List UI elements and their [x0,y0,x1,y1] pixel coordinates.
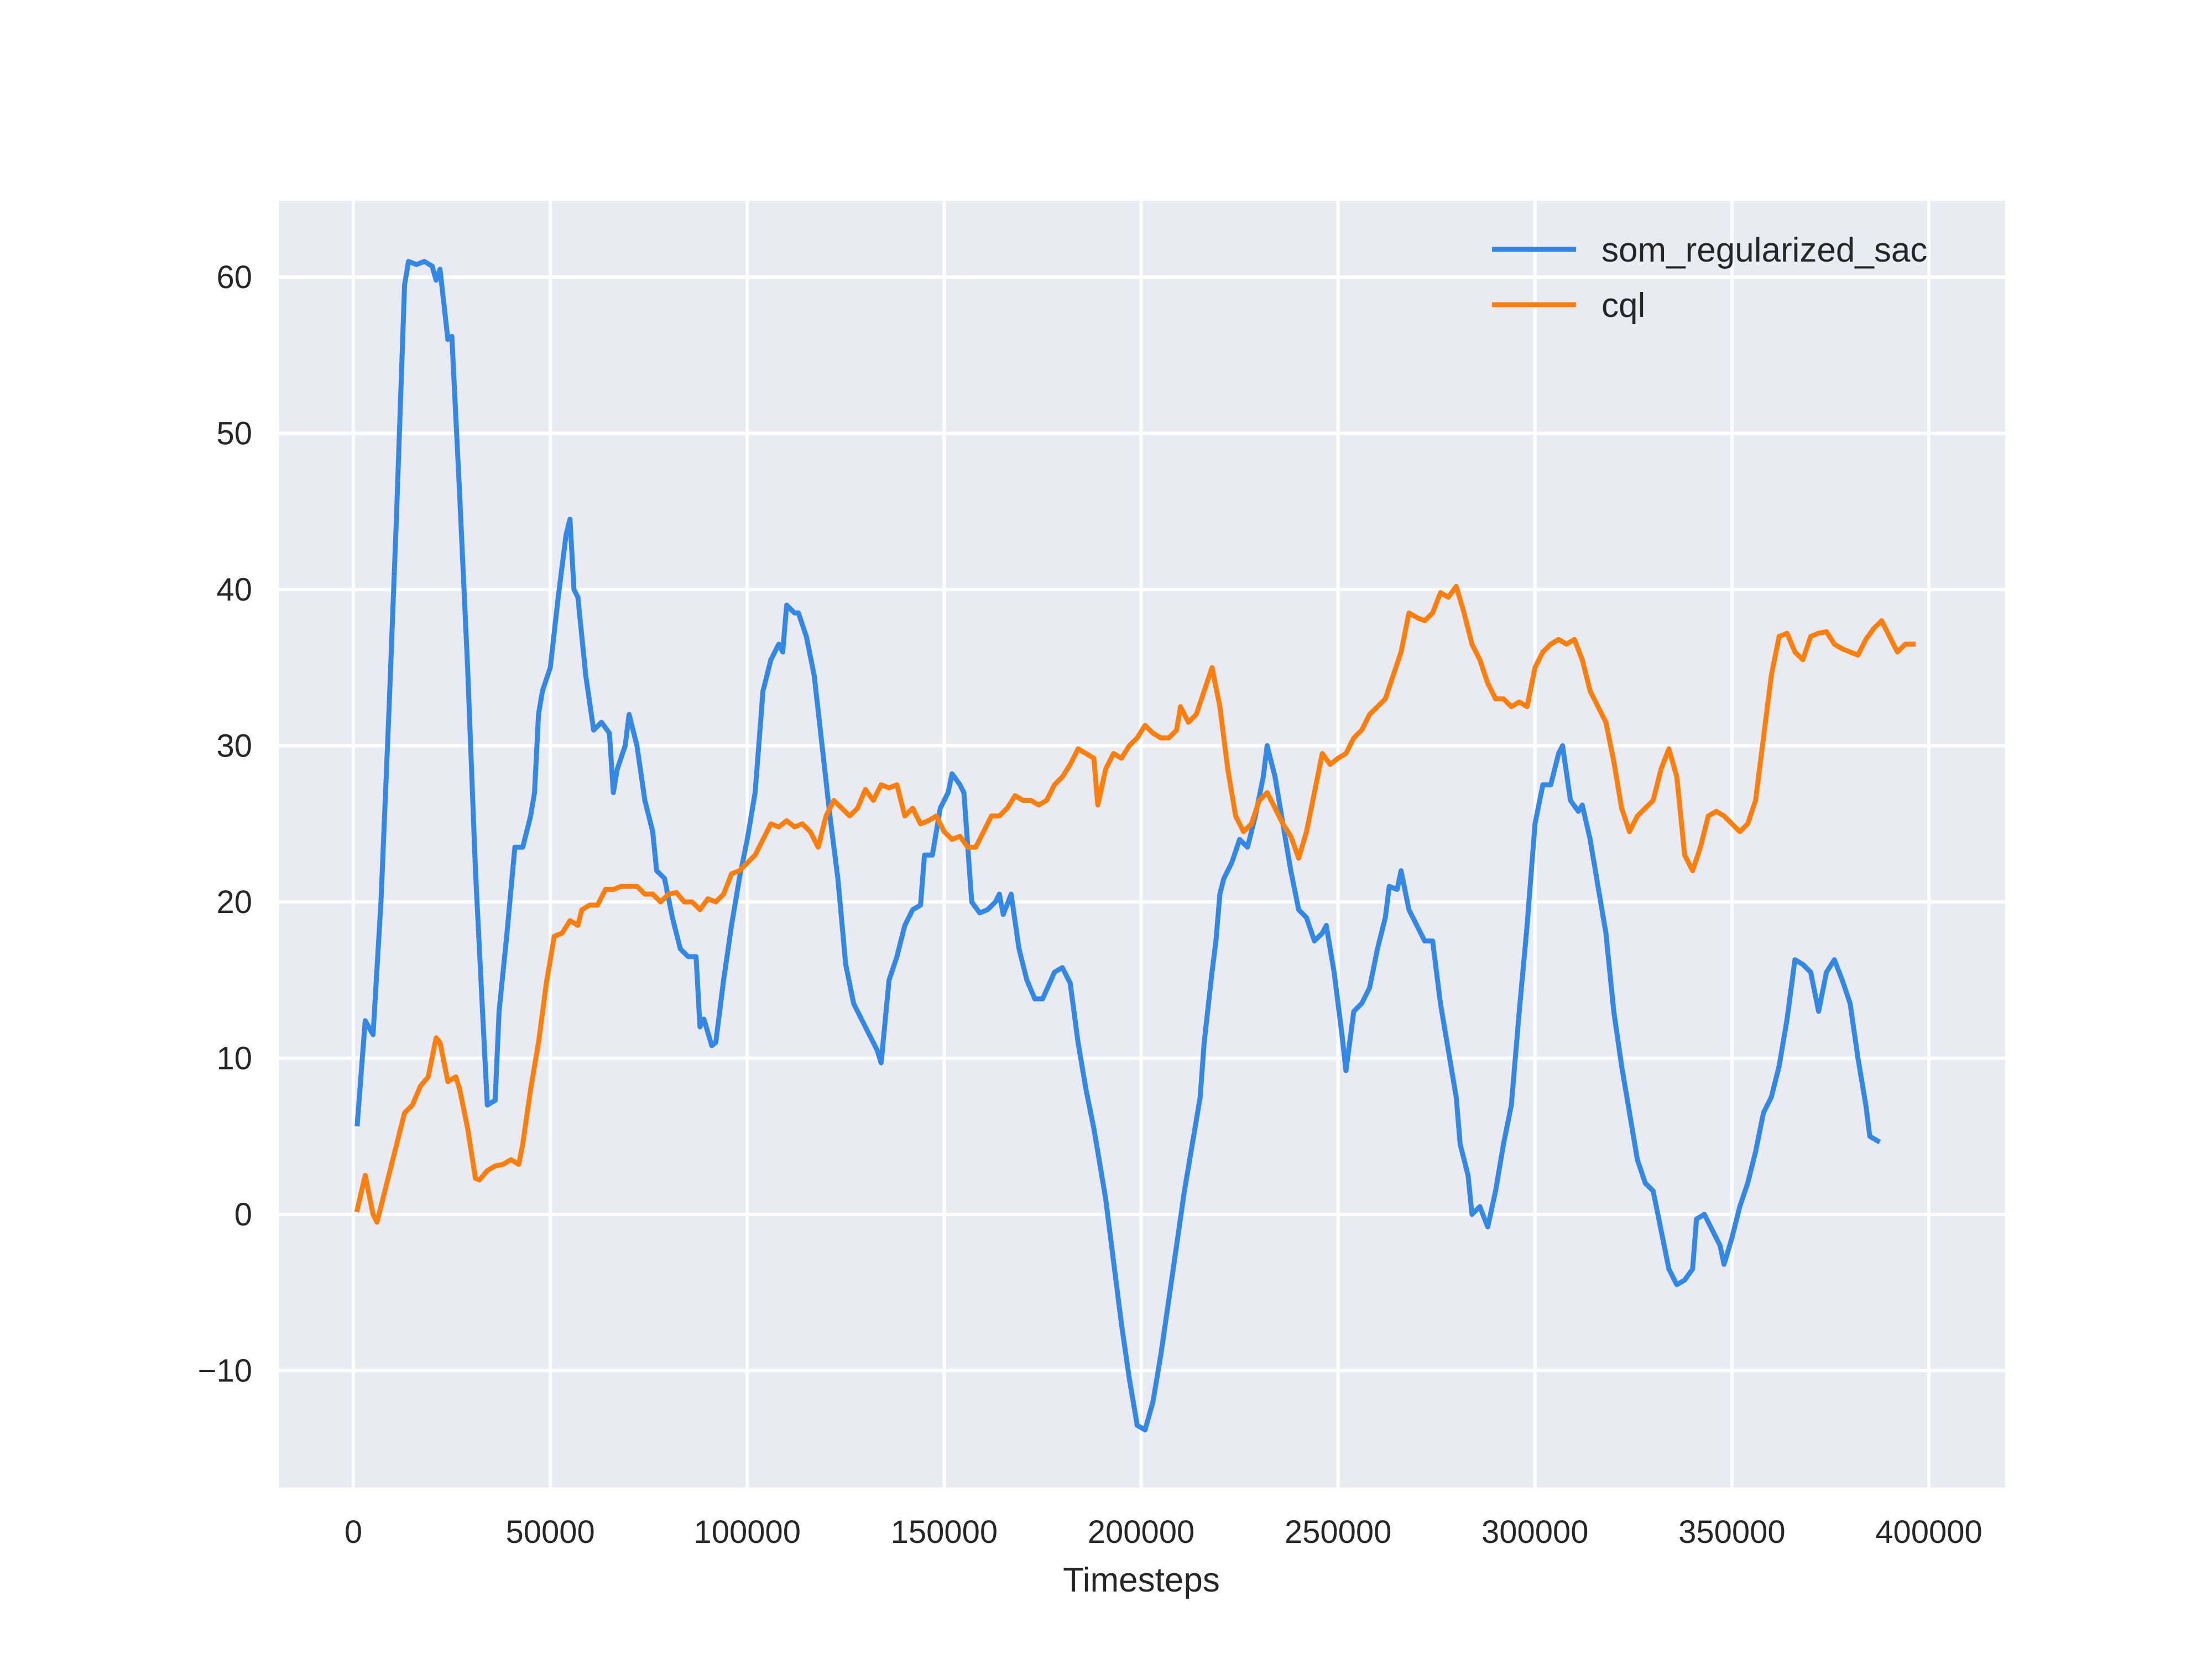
x-tick-label: 0 [345,1514,362,1550]
y-tick-label: 20 [216,884,252,920]
y-tick-label: 50 [216,416,252,452]
x-tick-label: 200000 [1088,1514,1195,1550]
y-tick-label: 40 [216,572,252,608]
x-tick-label: 150000 [891,1514,998,1550]
x-tick-labels: 0 50000 100000 150000 200000 250000 300000 3500… [345,1514,1983,1550]
x-tick-label: 400000 [1875,1514,1983,1550]
y-tick-label: −10 [198,1353,252,1389]
x-tick-label: 100000 [693,1514,801,1550]
y-gridlines [279,275,2005,1373]
y-tick-label: 60 [216,259,252,295]
y-tick-label: 10 [216,1041,252,1077]
x-tick-label: 300000 [1481,1514,1589,1550]
legend-label: som_regularized_sac [1601,231,1927,269]
x-axis-label: Timesteps [1063,1561,1220,1599]
y-tick-label: 0 [234,1197,252,1233]
x-tick-label: 350000 [1678,1514,1786,1550]
series-line-som_regularized_sac [354,259,1881,1433]
y-tick-label: 30 [216,728,252,764]
series-line-cql [354,583,1916,1225]
x-tick-label: 50000 [505,1514,594,1550]
legend-label: cql [1601,286,1645,325]
y-tick-labels: −10 0 10 20 30 40 50 60 [198,259,252,1389]
series-lines [354,259,1916,1433]
x-tick-label: 250000 [1285,1514,1392,1550]
